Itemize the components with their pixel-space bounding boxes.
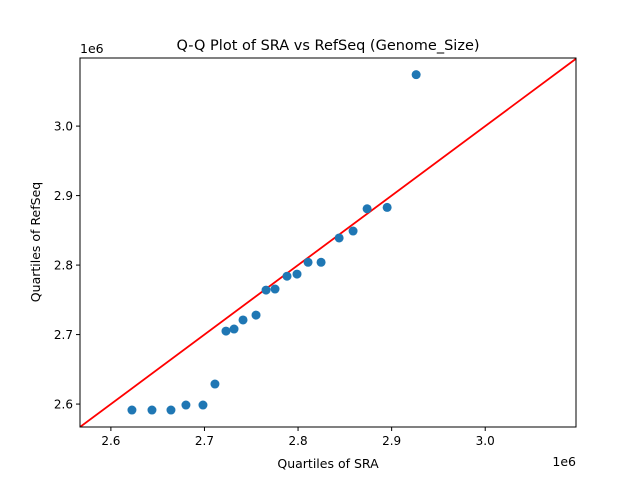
y-axis-label: Quartiles of RefSeq — [28, 182, 43, 302]
data-point — [198, 400, 208, 410]
data-point — [251, 310, 261, 320]
y-offset-label: 1e6 — [80, 41, 104, 56]
x-tick-label: 2.8 — [289, 434, 308, 448]
y-tick-label: 2.7 — [54, 328, 73, 342]
x-tick-label: 2.6 — [101, 434, 120, 448]
data-point — [270, 284, 280, 294]
data-point — [303, 257, 313, 267]
data-point — [181, 400, 191, 410]
data-point — [166, 405, 176, 415]
data-point — [334, 233, 344, 243]
data-point — [362, 204, 372, 214]
axes-frame — [79, 57, 577, 428]
data-point — [229, 324, 239, 334]
y-tick-label: 2.8 — [54, 259, 73, 273]
y-tick-label: 2.6 — [54, 398, 73, 412]
x-axis-label: Quartiles of SRA — [277, 456, 379, 471]
data-point — [210, 379, 220, 389]
data-point — [316, 257, 326, 267]
y-tick-label: 3.0 — [54, 120, 73, 134]
x-ticks: 2.6 2.7 2.8 2.9 3.0 — [101, 427, 495, 448]
data-point — [238, 315, 248, 325]
data-point — [147, 405, 157, 415]
data-point — [411, 70, 421, 80]
y-tick-label: 2.9 — [54, 189, 73, 203]
data-point — [348, 226, 358, 236]
x-tick-label: 2.9 — [382, 434, 401, 448]
y-ticks: 2.6 2.7 2.8 2.9 3.0 — [54, 120, 80, 412]
chart-title: Q-Q Plot of SRA vs RefSeq (Genome_Size) — [176, 38, 479, 54]
data-point — [261, 285, 271, 295]
data-point — [292, 269, 302, 279]
x-offset-label: 1e6 — [552, 454, 576, 469]
data-point — [221, 326, 231, 336]
data-point — [282, 271, 292, 281]
x-tick-label: 2.7 — [195, 434, 214, 448]
x-tick-label: 3.0 — [476, 434, 495, 448]
data-point — [127, 405, 137, 415]
data-point — [382, 202, 392, 212]
